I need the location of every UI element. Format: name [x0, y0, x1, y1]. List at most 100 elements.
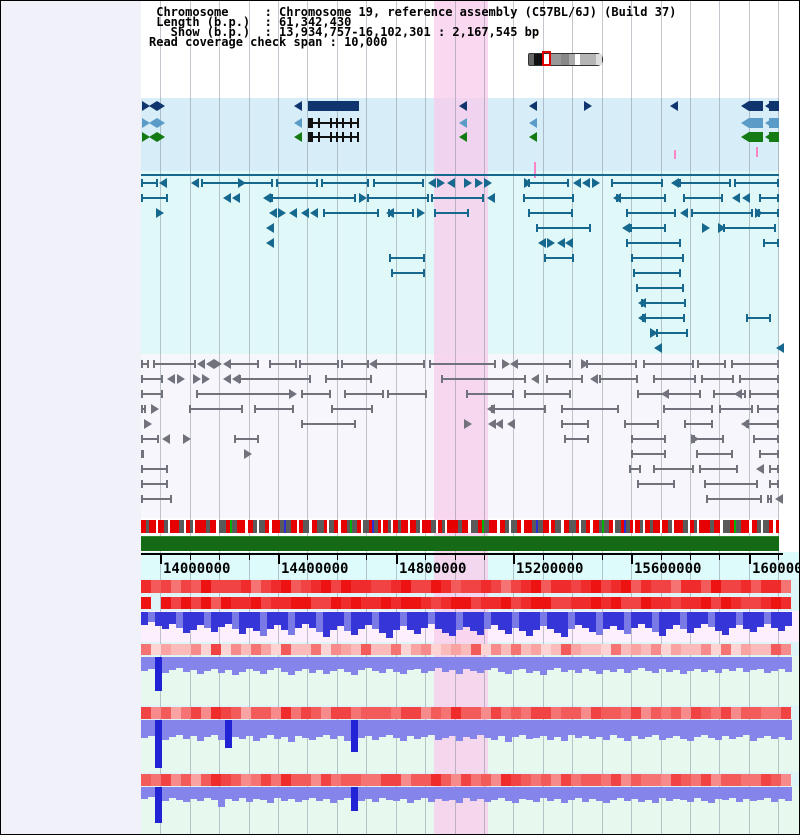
- bac-pair-line: [641, 302, 686, 304]
- dbsnp_mouse-heat-cell: [151, 580, 161, 593]
- msm_read_depth_capillary-bar: [449, 612, 456, 636]
- gene-arrow-right-icon: [475, 178, 483, 188]
- bac-end-cap: [528, 209, 530, 217]
- jf1_b6_pol_sra-heat-cell: [471, 707, 481, 719]
- bac-end-cap: [141, 480, 143, 488]
- msm_b6_pol_capillary-heat-cell: [771, 597, 781, 609]
- gene-exon: [342, 132, 344, 142]
- bac-end-cap: [161, 375, 163, 383]
- bac-end-cap: [141, 194, 143, 202]
- msm_read_depth_sra-bar: [659, 657, 666, 669]
- bac-pair-line: [626, 242, 681, 244]
- bac-pair-line: [544, 257, 574, 259]
- msm_b6_pol_sra-heat-cell: [261, 644, 271, 655]
- gridline: [396, 1, 397, 834]
- jf1_read_depth_sra-bar: [211, 720, 218, 735]
- msm_b6_pol_sra-heat-cell: [671, 644, 681, 655]
- msm_read_depth_sra-bar: [526, 657, 533, 673]
- jf1_read_depth_sra-bar: [393, 720, 400, 738]
- bac-end-cap: [544, 254, 546, 262]
- bac-end-cap: [241, 405, 243, 413]
- repeat-segment: [420, 520, 422, 533]
- repeat-segment: [643, 520, 645, 533]
- bac-pair-line: [367, 197, 429, 199]
- jf1_read_depth_sra_trimmed-bar: [176, 787, 183, 800]
- bac-end-cap: [701, 375, 703, 383]
- msm_b6_pol_sra-heat-cell: [421, 644, 431, 655]
- msm_b6_pol_sra-heat-cell: [641, 644, 651, 655]
- dbsnp_mouse-heat-cell: [211, 580, 221, 593]
- jf1_read_depth_sra-bar: [337, 720, 344, 736]
- jf1_read_depth_sra_trimmed-bar: [421, 787, 428, 798]
- bac-pair-line: [653, 378, 696, 380]
- bac-pair-line: [758, 212, 779, 214]
- gene-arrow-left-icon: [197, 359, 205, 369]
- jf1_read_depth_sra_trimmed-bar: [778, 787, 785, 799]
- repeat-segment: [604, 520, 609, 533]
- jf1_read_depth_sra_trimmed-bar: [414, 787, 421, 800]
- jf1_b6_pol_sra_trimmed-heat-cell: [641, 774, 651, 786]
- chromosome-ideogram[interactable]: [528, 51, 603, 66]
- jf1_b6_pol_sra_trimmed-heat-cell: [621, 774, 631, 786]
- msm_read_depth_sra-bar: [785, 657, 792, 672]
- bac-pair-line: [375, 363, 425, 365]
- msm_b6_pol_sra-heat-cell: [741, 644, 751, 655]
- msm_read_depth_sra-bar: [365, 657, 372, 668]
- msm_read_depth_capillary-bar: [540, 612, 547, 626]
- repeat-segment: [170, 520, 179, 533]
- jf1_read_depth_sra-bar: [603, 720, 610, 740]
- jf1_read_depth_sra-bar: [715, 720, 722, 740]
- msm_b6_pol_sra-heat-cell: [181, 644, 191, 655]
- jf1_read_depth_sra-bar: [617, 720, 624, 738]
- repeat-segment: [378, 520, 381, 533]
- bac-end-cap: [431, 194, 433, 202]
- repeat-segment: [478, 520, 482, 533]
- jf1_b6_pol_sra-heat-cell: [311, 707, 321, 719]
- msm_read_depth_sra-bar: [617, 657, 624, 669]
- msm_read_depth_capillary-bar: [316, 612, 323, 632]
- repeat-segment: [372, 520, 374, 533]
- msm_b6_pol_capillary-heat-cell: [511, 597, 521, 609]
- bac-end-cap: [561, 420, 563, 428]
- repeat-segment: [219, 520, 226, 533]
- msm_b6_pol_capillary-heat-cell: [241, 597, 251, 609]
- jf1_b6_pol_sra_trimmed-heat-cell: [381, 774, 391, 786]
- bac-end-cap: [777, 435, 779, 443]
- repeat-segment: [697, 520, 699, 533]
- bac-end-cap: [633, 269, 635, 277]
- ruler-tick: [366, 555, 367, 560]
- msm_b6_pol_capillary-heat-cell: [391, 597, 401, 609]
- bac-pair-line: [323, 212, 379, 214]
- jf1_read_depth_sra_trimmed-bar: [372, 787, 379, 802]
- bac-end-cap: [777, 209, 779, 217]
- repeat-segment: [416, 520, 420, 533]
- jf1_read_depth_sra_trimmed-bar: [533, 787, 540, 802]
- dbsnp_mouse-heat-cell: [231, 580, 241, 593]
- repeat-segment: [662, 520, 668, 533]
- msm_b6_pol_capillary-heat-cell: [731, 597, 741, 609]
- jf1_read_depth_sra-bar: [785, 720, 792, 740]
- repeat-segment: [265, 520, 269, 533]
- region-info: Chromosome : Chromosome 19, reference as…: [149, 5, 677, 49]
- dbsnp_mouse-heat-cell: [691, 580, 701, 593]
- bac-end-cap: [706, 495, 708, 503]
- jf1_b6_pol_sra-heat-cell: [251, 707, 261, 719]
- msm_b6_pol_capillary-heat-cell: [481, 597, 491, 609]
- jf1_b6_pol_sra_trimmed-heat-cell: [781, 774, 791, 786]
- msm_read_depth_capillary-bar: [596, 612, 603, 635]
- bac-pair-line: [636, 287, 684, 289]
- jf1_read_depth_sra-bar: [281, 720, 288, 737]
- dbsnp_mouse-heat-cell: [761, 580, 771, 593]
- bac-pair-line: [387, 393, 427, 395]
- snp-tick: [534, 162, 536, 178]
- msm_read_depth_capillary-bar: [526, 612, 533, 636]
- bac-end-cap: [141, 390, 143, 398]
- bac-pair-line: [633, 272, 681, 274]
- bac-end-cap: [536, 224, 538, 232]
- bac-pair-line: [141, 174, 779, 176]
- gene-arrow-right-icon: [177, 374, 185, 384]
- msm_read_depth_sra-bar: [743, 657, 750, 672]
- jf1_read_depth_sra_trimmed-bar: [652, 787, 659, 803]
- ruler-tick: [219, 555, 220, 560]
- jf1_read_depth_sra-bar: [673, 720, 680, 736]
